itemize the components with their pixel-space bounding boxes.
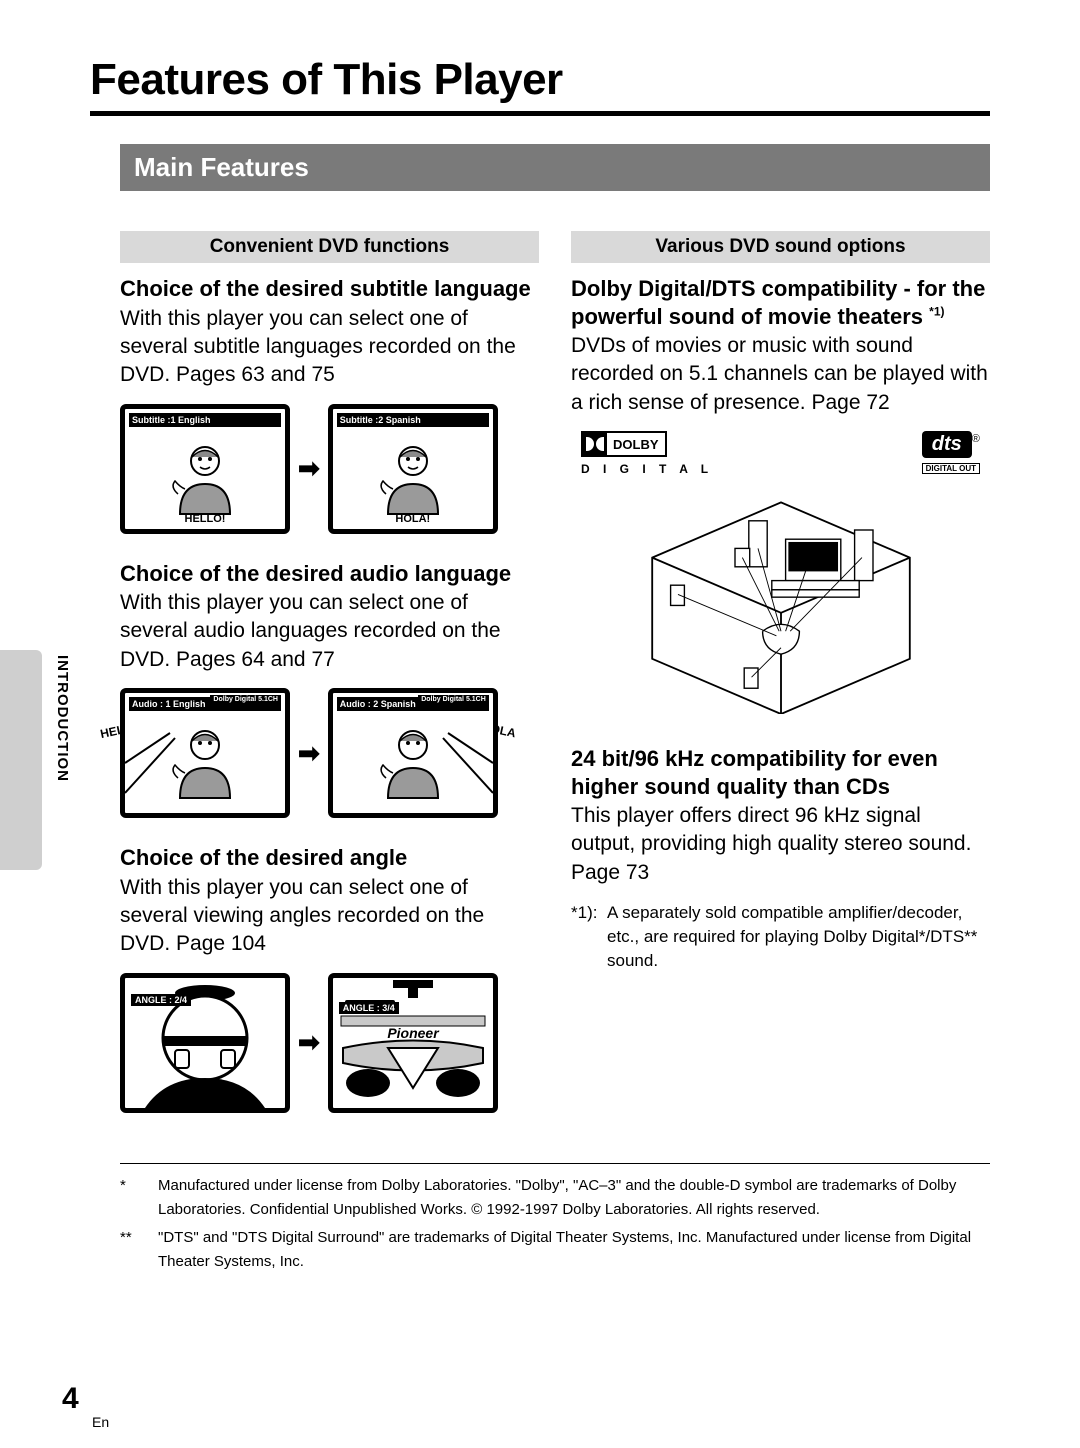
right-feature2-title: 24 bit/96 kHz compatibility for even hig…	[571, 745, 990, 800]
arrow-icon: ➡	[298, 738, 320, 769]
dolby-text: DOLBY	[607, 437, 665, 452]
note-text: A separately sold compatible amplifier/d…	[607, 901, 990, 972]
person-icon	[160, 439, 250, 519]
tv-angle-car: Pioneer ANGLE : 3/4	[328, 973, 498, 1113]
dolby-subtext: D I G I T A L	[581, 462, 713, 476]
person-icon	[368, 439, 458, 519]
racecar-icon: Pioneer	[333, 978, 493, 1108]
room-illustration	[571, 484, 990, 719]
title-text: Dolby Digital/DTS compatibility - for th…	[571, 276, 985, 329]
right-feature1-body: DVDs of movies or music with sound recor…	[571, 332, 990, 417]
feature2-illustration: HELLO Audio : 1 English Dolby Digital 5.…	[120, 688, 539, 818]
angle-label: ANGLE : 2/4	[131, 994, 191, 1006]
right-column: Various DVD sound options Dolby Digital/…	[571, 231, 990, 1139]
tv-subtitle-english: Subtitle :1 English HELLO!	[120, 404, 290, 534]
angle-label: ANGLE : 3/4	[339, 1002, 399, 1014]
right-subheader: Various DVD sound options	[571, 231, 990, 263]
tv-bottom-label: HELLO!	[125, 513, 285, 525]
feature1-body: With this player you can select one of s…	[120, 305, 539, 390]
surround-room-icon	[611, 484, 951, 714]
section-header: Main Features	[120, 144, 990, 191]
arrow-icon: ➡	[298, 453, 320, 484]
dts-text: dts	[922, 431, 972, 458]
arrow-icon: ➡	[298, 1027, 320, 1058]
footnote-text: "DTS" and "DTS Digital Surround" are tra…	[158, 1226, 990, 1274]
trademark-icon: ®	[972, 433, 980, 445]
speech-lines-icon	[333, 693, 493, 813]
footnote-mark: **	[120, 1226, 144, 1274]
tv-top-label: Subtitle :2 Spanish	[337, 413, 489, 427]
feature3-title: Choice of the desired angle	[120, 844, 539, 872]
speech-lines-icon	[125, 693, 285, 813]
title-sup: *1)	[929, 304, 944, 318]
tv-top-label: Subtitle :1 English	[129, 413, 281, 427]
dts-logo: dts® DIGITAL OUT	[922, 431, 980, 476]
footnote-text: Manufactured under license from Dolby La…	[158, 1174, 990, 1222]
feature2-title: Choice of the desired audio language	[120, 560, 539, 588]
footnote-mark: *	[120, 1174, 144, 1222]
page-language: En	[92, 1414, 109, 1430]
audio-logos: DOLBY D I G I T A L dts® DIGITAL OUT	[571, 431, 990, 476]
left-subheader: Convenient DVD functions	[120, 231, 539, 263]
tv-angle-driver: ANGLE : 2/4	[120, 973, 290, 1113]
feature3-illustration: ANGLE : 2/4 ➡	[120, 973, 539, 1113]
asterisk-note: *1): A separately sold compatible amplif…	[571, 901, 990, 972]
page-number: 4	[62, 1382, 79, 1416]
footnotes: * Manufactured under license from Dolby …	[120, 1163, 990, 1274]
dolby-logo: DOLBY D I G I T A L	[581, 431, 713, 476]
feature1-illustration: Subtitle :1 English HELLO! ➡ Subtitle :2…	[120, 404, 539, 534]
feature2-body: With this player you can select one of s…	[120, 589, 539, 674]
right-feature2-body: This player offers direct 96 kHz signal …	[571, 802, 990, 887]
tv-audio-english: Audio : 1 English Dolby Digital 5.1CH	[120, 688, 290, 818]
tv-audio-spanish: Audio : 2 Spanish Dolby Digital 5.1CH	[328, 688, 498, 818]
note-mark: *1):	[571, 901, 601, 972]
dts-subtext: DIGITAL OUT	[922, 463, 980, 474]
tv-subtitle-spanish: Subtitle :2 Spanish HOLA!	[328, 404, 498, 534]
feature3-body: With this player you can select one of s…	[120, 874, 539, 959]
right-feature1-title: Dolby Digital/DTS compatibility - for th…	[571, 275, 990, 330]
left-column: Convenient DVD functions Choice of the d…	[120, 231, 539, 1139]
dolby-d-icon	[583, 433, 607, 455]
svg-text:Pioneer: Pioneer	[387, 1025, 440, 1041]
tv-bottom-label: HOLA!	[333, 513, 493, 525]
feature1-title: Choice of the desired subtitle language	[120, 275, 539, 303]
page-title: Features of This Player	[90, 55, 990, 116]
